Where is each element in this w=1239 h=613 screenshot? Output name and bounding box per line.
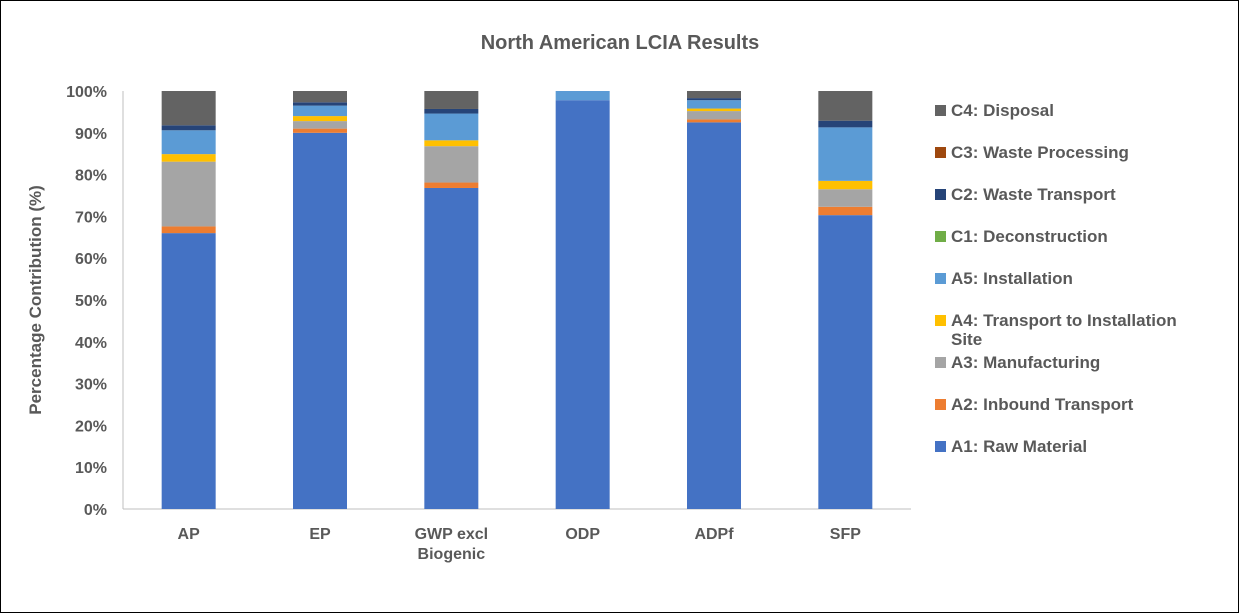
legend-swatch — [935, 399, 946, 410]
x-tick-label: EP — [309, 526, 331, 543]
x-tick-label: AP — [178, 526, 201, 543]
legend-swatch — [935, 441, 946, 452]
legend-swatch — [935, 357, 946, 368]
bar-segment-c2 — [161, 125, 216, 131]
y-tick-label: 50% — [75, 293, 107, 310]
bar-segment-a3 — [687, 111, 741, 120]
bar-segment-c4 — [424, 91, 479, 109]
y-tick-label: 90% — [75, 126, 107, 143]
bar-segment-a2 — [818, 206, 873, 216]
legend-label: A3: Manufacturing — [951, 353, 1100, 372]
bar-segment-a1 — [687, 122, 741, 509]
y-tick-label: 80% — [75, 168, 107, 185]
bar-segment-a2 — [687, 119, 741, 123]
y-tick-label: 0% — [84, 502, 107, 519]
bar-segment-c2 — [818, 120, 873, 128]
bar-segment-c4 — [161, 91, 216, 126]
bar-segment-a4 — [818, 180, 873, 190]
x-tick-label: ADPf — [694, 526, 734, 543]
legend-label: C4: Disposal — [951, 101, 1054, 120]
bar-segment-a2 — [161, 226, 216, 234]
legend-swatch — [935, 147, 946, 158]
legend-swatch — [935, 105, 946, 116]
bar-segment-a5 — [161, 130, 216, 155]
bar-segment-a2 — [424, 182, 479, 188]
bar-segment-a3 — [424, 146, 479, 183]
bar-segment-a3 — [161, 161, 216, 227]
bar-segment-a1 — [424, 187, 479, 509]
legend-label: A2: Inbound Transport — [951, 395, 1134, 414]
bar-segment-a4 — [293, 116, 347, 122]
y-axis-title: Percentage Contribution (%) — [26, 185, 45, 415]
legend-swatch — [935, 231, 946, 242]
bar-segment-c2 — [424, 108, 479, 114]
x-tick-label: Biogenic — [418, 546, 486, 563]
legend-label: C1: Deconstruction — [951, 227, 1108, 246]
bar-segment-a2 — [293, 128, 347, 133]
bar-segment-a1 — [293, 132, 347, 510]
bar-segment-a5 — [555, 91, 610, 101]
bar-segment-c4 — [293, 91, 347, 103]
bar-segment-a5 — [293, 105, 347, 117]
bar-segment-a4 — [424, 140, 479, 147]
bar-segment-a1 — [555, 100, 610, 510]
y-tick-label: 20% — [75, 418, 107, 435]
chart-title: North American LCIA Results — [481, 32, 760, 54]
bar-segment-a4 — [161, 154, 216, 162]
legend-label: A5: Installation — [951, 269, 1073, 288]
y-tick-label: 10% — [75, 460, 107, 477]
bar-segment-c2 — [293, 102, 347, 106]
bar-segment-a3 — [293, 121, 347, 129]
y-tick-label: 100% — [66, 84, 107, 101]
legend-swatch — [935, 189, 946, 200]
y-tick-label: 70% — [75, 209, 107, 226]
legend-swatch — [935, 315, 946, 326]
y-tick-label: 40% — [75, 335, 107, 352]
bar-segment-a1 — [818, 215, 873, 509]
legend-label: A1: Raw Material — [951, 437, 1087, 456]
bar-segment-c4 — [818, 91, 873, 121]
x-tick-label: SFP — [830, 526, 861, 543]
bar-segment-a5 — [818, 127, 873, 181]
legend-label: C3: Waste Processing — [951, 143, 1129, 162]
bar-segment-c4 — [687, 91, 741, 99]
bar-segment-a5 — [687, 100, 741, 109]
y-tick-label: 30% — [75, 377, 107, 394]
bar-segment-c2 — [687, 98, 741, 101]
legend-label: Site — [951, 330, 982, 349]
x-tick-label: GWP excl — [415, 526, 489, 543]
x-tick-label: ODP — [565, 526, 600, 543]
legend-label: A4: Transport to Installation — [951, 311, 1177, 330]
bar-segment-a3 — [818, 189, 873, 207]
bar-segment-a4 — [687, 108, 741, 112]
bar-segment-a1 — [161, 233, 216, 509]
legend-label: C2: Waste Transport — [951, 185, 1116, 204]
bar-segment-a5 — [424, 113, 479, 141]
y-tick-label: 60% — [75, 251, 107, 268]
legend-swatch — [935, 273, 946, 284]
